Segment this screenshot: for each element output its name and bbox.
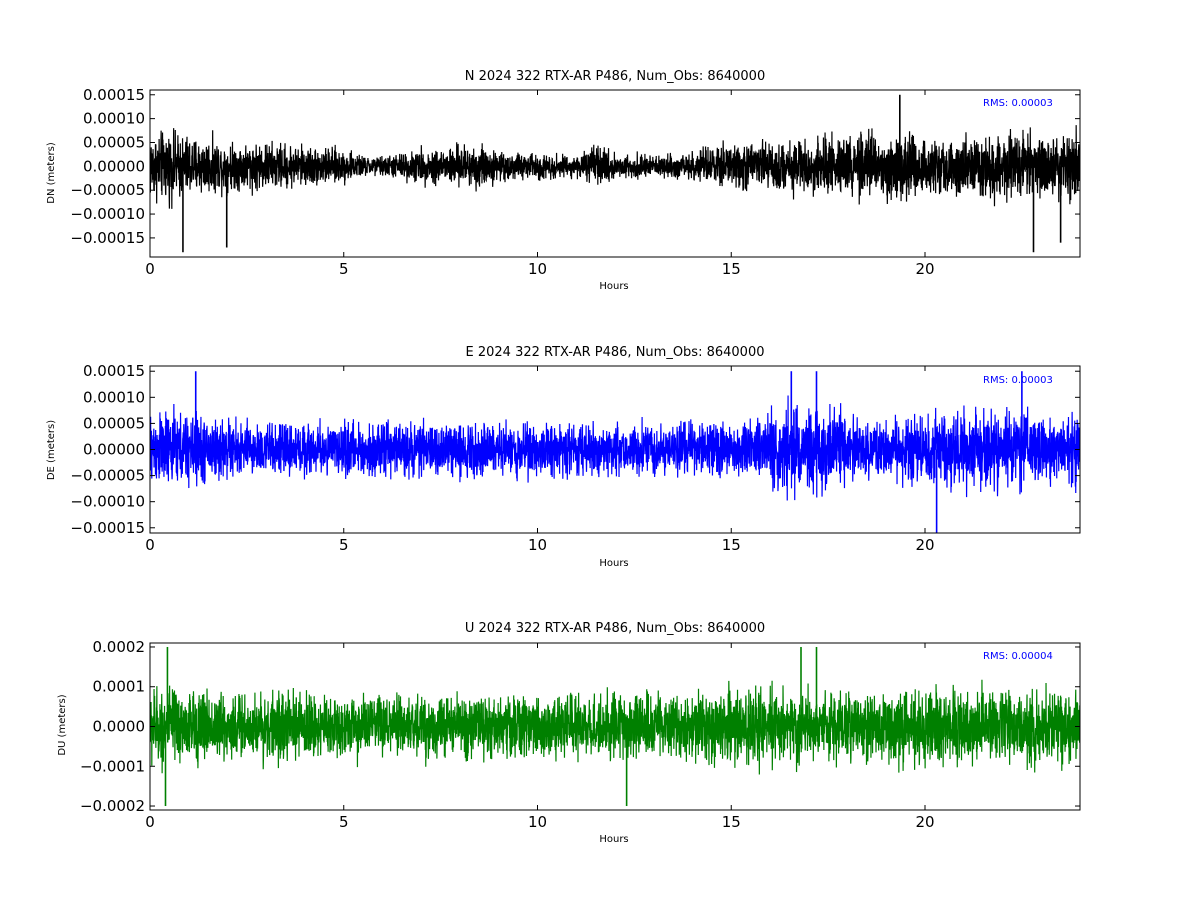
up-ytick-label: 0.0002 [93, 638, 146, 656]
east-series-line [150, 395, 1080, 501]
up-xtick-label: 15 [722, 813, 741, 831]
east-ytick-label: −0.00005 [70, 467, 145, 485]
up-series-line [150, 679, 1080, 775]
east-xtick-label: 10 [528, 536, 547, 554]
north-ytick-label: −0.00015 [70, 229, 145, 247]
north-axes-frame [149, 89, 1081, 258]
north-ytick-label: 0.00015 [83, 86, 145, 104]
east-ylabel: DE (meters) [46, 420, 57, 480]
up-xtick-label: 0 [145, 813, 155, 831]
up-xtick-label: 10 [528, 813, 547, 831]
north-plot-area: 0 5 10 15 20 −0.00015 −0.00010 −0.00005 0.00000 0… [70, 86, 1081, 278]
east-ytick-label: −0.00015 [70, 519, 145, 537]
north-xtick-label: 20 [915, 260, 934, 278]
north-ytick-label: 0.00005 [83, 133, 145, 151]
up-title: U 2024 322 RTX-AR P486, Num_Obs: 8640000 [465, 621, 765, 636]
east-xtick-label: 5 [339, 536, 349, 554]
north-xtick-label: 15 [722, 260, 741, 278]
east-ytick-label: 0.00000 [83, 441, 145, 459]
north-title: N 2024 322 RTX-AR P486, Num_Obs: 8640000 [465, 69, 765, 84]
east-ytick-label: −0.00010 [70, 493, 145, 511]
up-ytick-label: −0.0002 [80, 797, 145, 815]
north-xlabel: Hours [599, 281, 628, 292]
subplot-up: U 2024 322 RTX-AR P486, Num_Obs: 8640000… [57, 621, 1081, 845]
up-ylabel: DU (meters) [57, 694, 68, 755]
north-ytick-label: −0.00005 [70, 181, 145, 199]
north-rms-label: RMS: 0.00003 [983, 98, 1053, 109]
up-xtick-label: 5 [339, 813, 349, 831]
north-ytick-label: 0.00010 [83, 110, 145, 128]
subplot-north: N 2024 322 RTX-AR P486, Num_Obs: 8640000… [46, 69, 1081, 292]
east-xtick-label: 20 [915, 536, 934, 554]
up-ytick-label: 0.0001 [93, 678, 146, 696]
east-ytick-label: 0.00005 [83, 414, 145, 432]
up-ytick-label: 0.0000 [93, 718, 146, 736]
east-ytick-label: 0.00015 [83, 362, 145, 380]
east-xlabel: Hours [599, 558, 628, 569]
north-xtick-label: 0 [145, 260, 155, 278]
east-rms-label: RMS: 0.00003 [983, 375, 1053, 386]
north-ytick-label: −0.00010 [70, 205, 145, 223]
subplot-east: E 2024 322 RTX-AR P486, Num_Obs: 8640000… [46, 345, 1081, 569]
east-xtick-label: 15 [722, 536, 741, 554]
east-title: E 2024 322 RTX-AR P486, Num_Obs: 8640000 [466, 345, 765, 360]
east-xtick-label: 0 [145, 536, 155, 554]
north-ytick-label: 0.00000 [83, 157, 145, 175]
up-xtick-label: 20 [915, 813, 934, 831]
up-ytick-label: −0.0001 [80, 757, 145, 775]
up-rms-label: RMS: 0.00004 [983, 651, 1053, 662]
north-xtick-label: 10 [528, 260, 547, 278]
north-ylabel: DN (meters) [46, 142, 57, 204]
north-xtick-label: 5 [339, 260, 349, 278]
up-xlabel: Hours [599, 834, 628, 845]
east-ytick-label: 0.00010 [83, 388, 145, 406]
east-plot-area: 0 5 10 15 20 −0.00015 −0.00010 −0.00005 0.00000 0… [70, 362, 1081, 554]
north-series-line [150, 125, 1080, 209]
up-plot-area: 0 5 10 15 20 −0.0002 −0.0001 0.0000 0.0001 0.0002 [80, 638, 1081, 831]
